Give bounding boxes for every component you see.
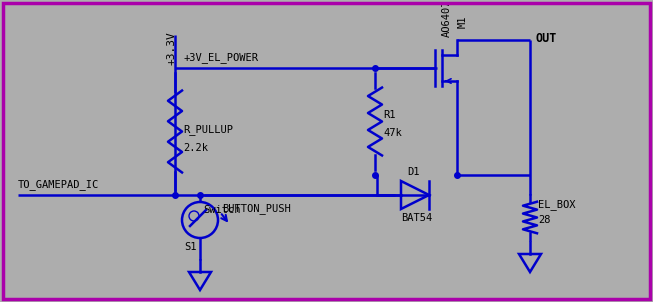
Text: D1: D1 [407, 167, 419, 177]
Text: Switch: Switch [203, 205, 240, 215]
Text: AO6407: AO6407 [442, 0, 452, 37]
Text: 47k: 47k [383, 128, 402, 138]
Text: 2.2k: 2.2k [183, 143, 208, 153]
Text: +3.3V: +3.3V [167, 31, 177, 65]
Text: 28: 28 [538, 215, 550, 225]
Text: EL_BOX: EL_BOX [538, 200, 575, 210]
Text: R_PULLUP: R_PULLUP [183, 124, 233, 136]
Text: BAT54: BAT54 [401, 213, 432, 223]
Text: OUT: OUT [535, 31, 556, 44]
Text: TO_GAMEPAD_IC: TO_GAMEPAD_IC [18, 179, 99, 190]
Text: +3V_EL_POWER: +3V_EL_POWER [183, 52, 258, 63]
Text: BUTTON_PUSH: BUTTON_PUSH [222, 203, 291, 214]
Text: S1: S1 [184, 242, 197, 252]
Text: M1: M1 [458, 16, 468, 28]
Text: R1: R1 [383, 110, 396, 120]
